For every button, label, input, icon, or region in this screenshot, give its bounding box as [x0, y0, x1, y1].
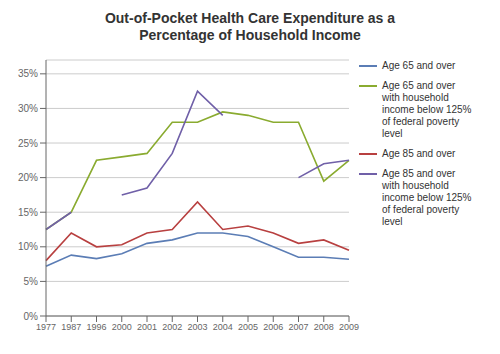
html-text:Age 85 and over: Age 85 and over	[382, 148, 456, 159]
svg-text:1987: 1987	[61, 322, 81, 332]
svg-text:2009: 2009	[339, 322, 359, 332]
svg-text:30%: 30%	[18, 103, 38, 114]
svg-text:2003: 2003	[187, 322, 207, 332]
svg-text:2004: 2004	[213, 322, 233, 332]
svg-text:35%: 35%	[18, 68, 38, 79]
svg-text:2005: 2005	[238, 322, 258, 332]
svg-text:10%: 10%	[18, 241, 38, 252]
svg-text:2001: 2001	[137, 322, 157, 332]
svg-text:15%: 15%	[18, 207, 38, 218]
svg-text:1996: 1996	[86, 322, 106, 332]
html-text:Age 85 and over with household: Age 85 and over with household income be…	[382, 168, 472, 227]
svg-text:2007: 2007	[288, 322, 308, 332]
html-text:Age 65 and over: Age 65 and over	[382, 60, 456, 71]
svg-text:2006: 2006	[263, 322, 283, 332]
html-text:Age 65 and over with household: Age 65 and over with household income be…	[382, 80, 472, 139]
html-text:Out-of-Pocket Health Care Expe: Out-of-Pocket Health Care Expenditure as…	[104, 10, 396, 43]
svg-text:20%: 20%	[18, 172, 38, 183]
svg-text:5%: 5%	[24, 276, 39, 287]
svg-text:25%: 25%	[18, 138, 38, 149]
svg-text:1977: 1977	[36, 322, 56, 332]
svg-text:2000: 2000	[112, 322, 132, 332]
svg-text:0%: 0%	[24, 311, 39, 322]
svg-text:2002: 2002	[162, 322, 182, 332]
svg-text:2008: 2008	[314, 322, 334, 332]
